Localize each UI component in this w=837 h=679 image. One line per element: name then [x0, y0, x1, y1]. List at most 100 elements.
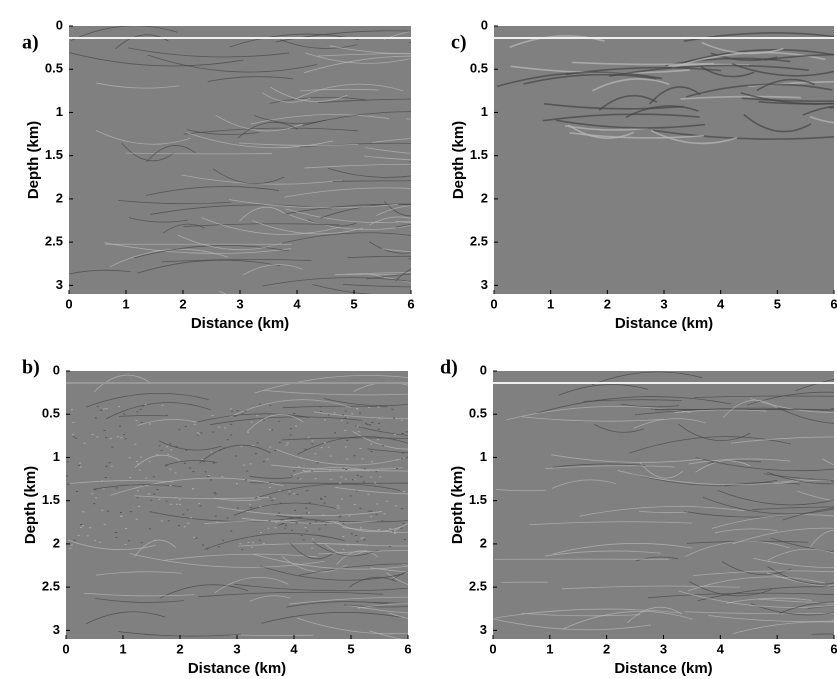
reflector [750, 398, 834, 413]
reflector [740, 92, 834, 105]
reflector [149, 511, 303, 522]
noise [269, 429, 272, 431]
reflector [327, 168, 411, 178]
noise [346, 417, 349, 419]
reflector [261, 92, 311, 103]
seismic-image [493, 371, 834, 639]
reflector [364, 155, 411, 161]
reflector [289, 466, 370, 477]
seismic-image [69, 26, 411, 294]
noise [359, 447, 362, 449]
noise [189, 467, 192, 469]
reflector [701, 41, 784, 55]
noise [368, 424, 371, 426]
x-tick-label: 2 [603, 641, 610, 656]
noise [148, 528, 151, 530]
noise [344, 417, 347, 419]
noise [167, 453, 170, 455]
reflector [579, 506, 745, 517]
reflector [684, 611, 834, 615]
noise [295, 425, 298, 427]
noise [309, 522, 312, 524]
reflector [162, 223, 206, 234]
noise [226, 439, 229, 441]
reflector [118, 415, 168, 417]
noise [400, 527, 403, 529]
noise [241, 413, 244, 415]
y-axis-label: Depth (km) [450, 121, 467, 199]
noise [170, 503, 173, 505]
noise [218, 426, 221, 428]
reflector [522, 416, 665, 422]
noise [134, 443, 137, 445]
reflector [271, 464, 404, 471]
noise [111, 446, 114, 448]
reflector [250, 114, 390, 125]
x-tick-label: 6 [830, 296, 837, 311]
reflector [270, 86, 348, 102]
noise [119, 425, 122, 427]
reflector [198, 591, 384, 598]
reflector [375, 205, 411, 217]
x-tick-label: 6 [830, 641, 837, 656]
x-tick-label: 1 [122, 296, 129, 311]
reflector [69, 269, 131, 275]
noise [120, 512, 123, 514]
noise [327, 446, 330, 448]
x-tick-label: 1 [119, 641, 126, 656]
reflectors [69, 26, 411, 294]
reflector [730, 436, 834, 444]
noise [165, 500, 168, 502]
reflector [304, 470, 408, 473]
noise [102, 488, 105, 490]
noise [192, 471, 195, 473]
noise [66, 461, 69, 463]
reflector [204, 519, 339, 525]
y-tick-label: 1 [480, 449, 487, 464]
noise [262, 419, 265, 421]
noise [101, 480, 104, 482]
noise [77, 465, 80, 467]
reflector [277, 519, 329, 526]
noise [230, 423, 233, 425]
reflector [312, 541, 379, 557]
reflector [279, 39, 358, 49]
reflector [544, 550, 661, 557]
noise [239, 543, 242, 545]
reflector [93, 374, 151, 393]
y-tick-label: 2 [56, 190, 63, 205]
noise [362, 481, 365, 483]
reflector [674, 409, 767, 414]
reflector [770, 537, 834, 553]
y-axis-label: Depth (km) [25, 121, 42, 199]
noise [274, 527, 277, 529]
noise [218, 449, 221, 451]
noise [305, 512, 308, 514]
noise [139, 408, 142, 410]
reflector [289, 542, 336, 560]
reflector [568, 124, 635, 139]
reflector [249, 595, 291, 602]
reflector [334, 272, 411, 276]
noise [259, 506, 262, 508]
noise [94, 489, 97, 491]
noise [260, 531, 263, 533]
noise [296, 493, 299, 495]
reflector [125, 152, 272, 155]
reflector [366, 273, 411, 280]
noise [328, 414, 331, 416]
noise [355, 535, 358, 537]
noise [169, 485, 172, 487]
reflector [336, 487, 408, 495]
reflector [271, 232, 411, 247]
reflector [137, 259, 281, 274]
noise [209, 479, 212, 481]
noise [262, 542, 265, 544]
reflector [714, 528, 778, 534]
noise [351, 413, 354, 415]
noise [70, 544, 73, 546]
noise [401, 452, 404, 454]
noise [96, 436, 99, 438]
reflector [558, 384, 649, 396]
noise [165, 465, 168, 467]
